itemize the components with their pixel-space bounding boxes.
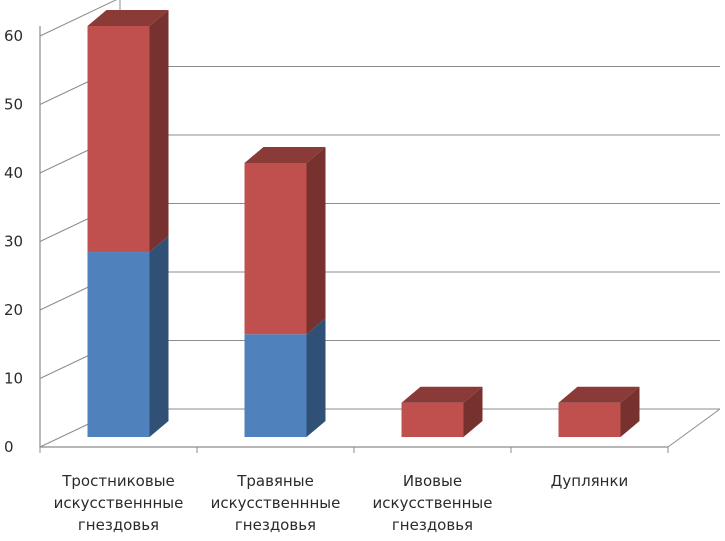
x-category-label: Травяные искусственнные гнездовья (196, 470, 356, 536)
bar-segment (87, 10, 169, 253)
x-category-label-line: гнездовья (391, 516, 474, 534)
bar-segment (401, 386, 483, 437)
bar-front (244, 163, 307, 335)
bars (87, 10, 640, 437)
bar-front (558, 402, 621, 437)
y-tick-label: 50 (4, 96, 23, 114)
x-category-label: Ивовые искусственные гнездовья (353, 470, 513, 536)
bar-side (149, 236, 169, 437)
x-category-label-line: Тростниковые (62, 472, 175, 490)
bar-segment (558, 386, 640, 437)
bar-front (244, 334, 307, 437)
floor-right-edge (667, 408, 721, 448)
x-category-label-line: гнездовья (77, 516, 160, 534)
bar-top (87, 10, 169, 26)
bar-side (306, 147, 326, 335)
y-tick-labels: 0 10 20 30 40 50 60 (4, 27, 23, 456)
bar-front (87, 252, 150, 437)
x-category-label-line: Травяные (237, 472, 314, 490)
bar-side (306, 318, 326, 437)
bar-side (620, 386, 640, 437)
x-category-label: Дуплянки (510, 470, 670, 492)
x-category-label-line: искусственнные (210, 494, 341, 512)
bar-side (149, 10, 169, 253)
x-category-label-line: гнездовья (234, 516, 317, 534)
bar-top (401, 386, 483, 403)
bar-segment (87, 236, 169, 437)
bar-top (558, 386, 640, 403)
grid-lines (39, 0, 720, 379)
y-tick-label: 20 (4, 301, 23, 319)
bar-front (87, 26, 150, 253)
y-tick-label: 0 (4, 438, 14, 456)
y-tick-label: 30 (4, 233, 23, 251)
bar-top (244, 147, 326, 163)
y-tick-label: 10 (4, 370, 23, 388)
bar-segment (244, 318, 326, 437)
y-tick-label: 60 (4, 27, 23, 45)
bar-segment (244, 147, 326, 335)
x-category-label: Тростниковые искусственнные гнездовья (39, 470, 199, 536)
gridline-wall (39, 0, 117, 37)
bar-side (463, 386, 483, 437)
y-tick-label: 40 (4, 164, 23, 182)
bar-front (401, 402, 464, 437)
x-category-label-line: искусственные (372, 494, 493, 512)
x-category-label-line: Ивовые (402, 472, 463, 490)
x-category-label-line: искусственнные (53, 494, 184, 512)
x-category-label-line: Дуплянки (550, 472, 629, 490)
